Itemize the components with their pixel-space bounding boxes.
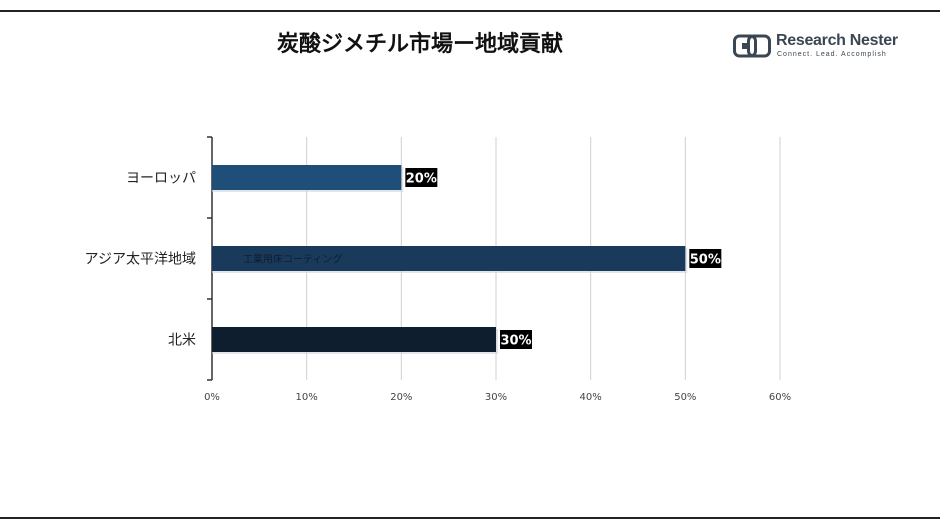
x-tick-label: 0% bbox=[204, 392, 220, 403]
bars bbox=[212, 165, 688, 354]
axes bbox=[207, 136, 213, 381]
bar bbox=[212, 327, 496, 352]
x-tick-label: 20% bbox=[390, 392, 412, 403]
x-tick-label: 50% bbox=[674, 392, 696, 403]
data-label: 50% bbox=[690, 253, 721, 268]
top-border bbox=[0, 10, 940, 12]
bar-annotation: 工業用床コーティング bbox=[243, 253, 342, 266]
bar bbox=[212, 165, 402, 190]
category-label: ヨーロッパ bbox=[126, 171, 196, 187]
x-tick-label: 40% bbox=[580, 392, 602, 403]
data-label: 30% bbox=[500, 334, 531, 349]
data-label-background bbox=[689, 249, 722, 268]
category-label: アジア太平洋地域 bbox=[85, 252, 196, 268]
research-nester-logo: Research Nester Connect. Lead. Accomplis… bbox=[733, 32, 903, 62]
chart-title: 炭酸ジメチル市場ー地域貢献 bbox=[276, 32, 563, 57]
data-label: 20% bbox=[406, 172, 437, 187]
x-tick-label: 30% bbox=[485, 392, 507, 403]
logo-tagline: Connect. Lead. Accomplish bbox=[777, 51, 887, 58]
x-tick-label: 60% bbox=[769, 392, 791, 403]
data-label-background bbox=[405, 168, 438, 187]
category-label: 北米 bbox=[168, 333, 196, 349]
x-tick-label: 10% bbox=[296, 392, 318, 403]
bar bbox=[212, 246, 686, 271]
labels: 0% 10% 20% 30% 40% 50% 60% ヨーロッパ 20% アジア太平洋地域 50% 北… bbox=[85, 168, 791, 403]
bottom-border bbox=[0, 517, 940, 519]
logo-name: Research Nester bbox=[776, 32, 898, 49]
data-label-background bbox=[500, 330, 532, 349]
logo-icon bbox=[733, 34, 771, 58]
